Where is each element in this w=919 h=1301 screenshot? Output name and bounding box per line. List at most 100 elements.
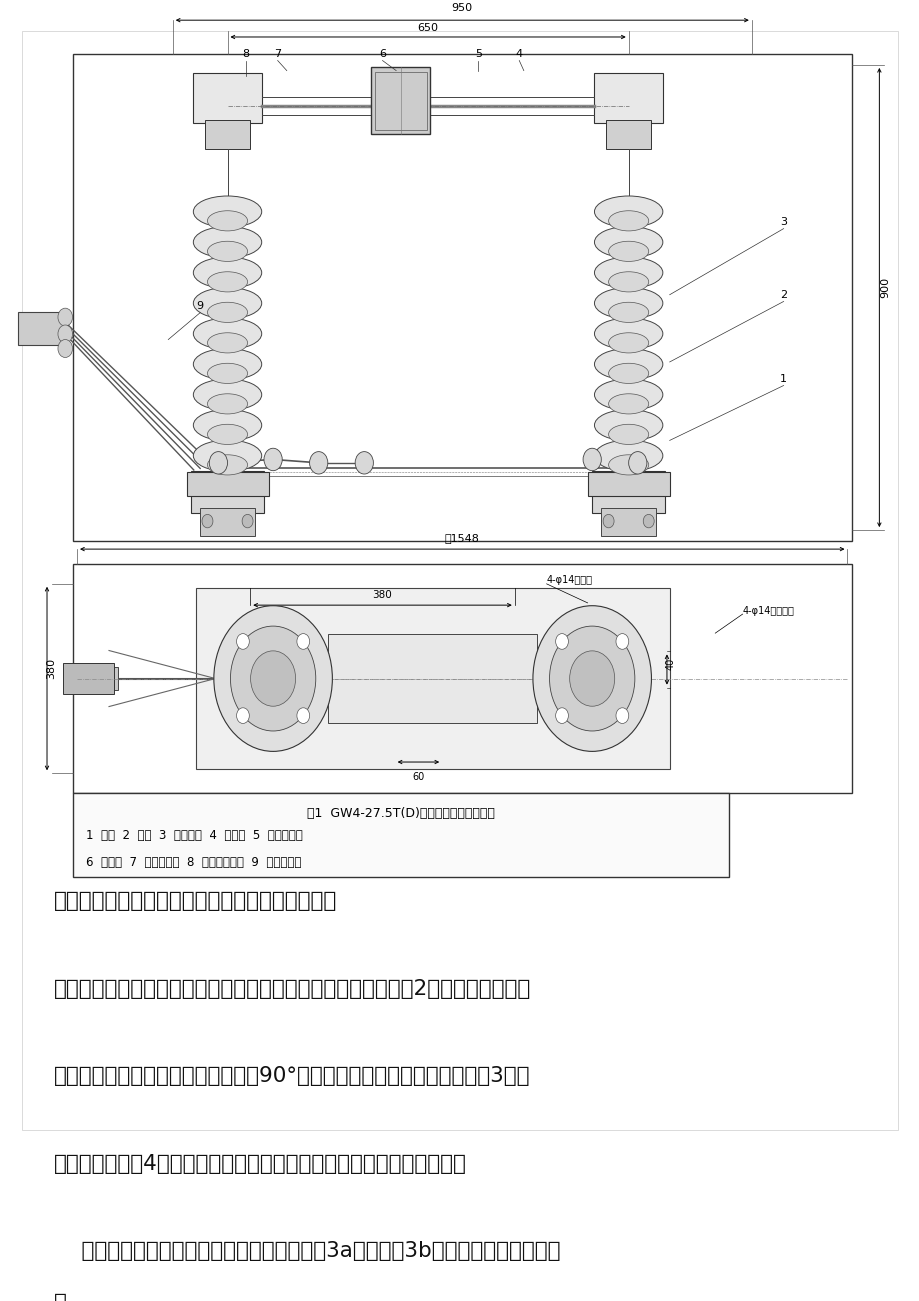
Bar	[370, 68, 430, 134]
Ellipse shape	[208, 241, 247, 262]
Circle shape	[213, 606, 332, 752]
Ellipse shape	[608, 455, 648, 475]
Bar	[587, 472, 669, 497]
Text: 约1548: 约1548	[445, 533, 479, 544]
Text: 每极隔离开关由底座，绝缘支柱及导电部分组成。: 每极隔离开关由底座，绝缘支柱及导电部分组成。	[54, 891, 337, 911]
Ellipse shape	[208, 424, 247, 445]
Circle shape	[250, 650, 295, 706]
Text: 40: 40	[664, 657, 675, 670]
Text: 5: 5	[474, 49, 482, 59]
Text: 每个绝缘支柱能够水平旋转，转角为90°，绝缘支柱上装有导电接线座（图3）、: 每个绝缘支柱能够水平旋转，转角为90°，绝缘支柱上装有导电接线座（图3）、	[54, 1066, 530, 1086]
Circle shape	[236, 708, 249, 723]
Bar	[205, 120, 250, 150]
Circle shape	[603, 514, 613, 528]
Circle shape	[58, 308, 73, 327]
Text: 650: 650	[417, 22, 438, 33]
Bar	[17, 311, 68, 345]
Bar	[196, 588, 669, 769]
Circle shape	[297, 708, 310, 723]
Ellipse shape	[193, 379, 261, 410]
Bar	[73, 794, 728, 877]
Ellipse shape	[594, 379, 662, 410]
Text: 380: 380	[47, 657, 56, 679]
Text: 1  底架  2  承座  3  绝缘支柱  4  接线座  5  触指导电杆: 1 底架 2 承座 3 绝缘支柱 4 接线座 5 触指导电杆	[86, 830, 302, 843]
Ellipse shape	[608, 333, 648, 353]
Ellipse shape	[608, 302, 648, 323]
Circle shape	[242, 514, 253, 528]
Circle shape	[616, 708, 628, 723]
Circle shape	[202, 514, 212, 528]
Text: 6  防雨罩  7  圆轴导电杆  8  接地刀静触头  9  接地刀部件: 6 防雨罩 7 圆轴导电杆 8 接地刀静触头 9 接地刀部件	[86, 856, 301, 869]
Ellipse shape	[208, 394, 247, 414]
Text: 1: 1	[779, 373, 787, 384]
Circle shape	[297, 634, 310, 649]
Ellipse shape	[193, 288, 261, 319]
Ellipse shape	[594, 288, 662, 319]
Ellipse shape	[594, 317, 662, 350]
Circle shape	[549, 626, 634, 731]
Circle shape	[583, 449, 601, 471]
Ellipse shape	[193, 317, 261, 350]
Bar	[63, 662, 113, 695]
Ellipse shape	[193, 410, 261, 441]
Circle shape	[555, 634, 568, 649]
Text: 60: 60	[412, 773, 424, 782]
Circle shape	[230, 626, 315, 731]
Ellipse shape	[208, 363, 247, 384]
Bar	[73, 667, 118, 690]
Ellipse shape	[594, 440, 662, 471]
Ellipse shape	[594, 226, 662, 258]
Text: 图1  GW4-27.5T(D)型单极隔离开关外型图: 图1 GW4-27.5T(D)型单极隔离开关外型图	[306, 807, 494, 820]
Ellipse shape	[193, 196, 261, 228]
Circle shape	[58, 325, 73, 343]
Text: 8: 8	[242, 49, 249, 59]
Text: 6: 6	[379, 49, 386, 59]
Circle shape	[532, 606, 651, 752]
Ellipse shape	[608, 211, 648, 230]
Text: 4-φ14安装孔: 4-φ14安装孔	[546, 575, 592, 585]
Text: 3: 3	[779, 217, 787, 226]
Circle shape	[616, 634, 628, 649]
Text: 户: 户	[54, 1293, 67, 1301]
Text: 900: 900	[879, 276, 889, 298]
Circle shape	[58, 340, 73, 358]
Ellipse shape	[208, 211, 247, 230]
Circle shape	[555, 708, 568, 723]
Text: 950: 950	[451, 4, 472, 13]
Text: 左、右触头（图4）。左、右触头经过导电管在两个绝缘支柱中间接触。: 左、右触头（图4）。左、右触头经过导电管在两个绝缘支柱中间接触。	[54, 1154, 467, 1174]
Ellipse shape	[193, 258, 261, 289]
Circle shape	[309, 451, 327, 474]
Bar	[73, 53, 851, 541]
Bar	[606, 120, 651, 150]
Ellipse shape	[608, 363, 648, 384]
Circle shape	[628, 451, 646, 474]
Text: 4: 4	[516, 49, 522, 59]
Text: 导电接线座按结构的不同分为硬连接型（图3a）和（图3b）连接型两种，根据用: 导电接线座按结构的不同分为硬连接型（图3a）和（图3b）连接型两种，根据用	[54, 1241, 561, 1262]
Ellipse shape	[193, 440, 261, 471]
Bar	[327, 634, 537, 723]
Circle shape	[355, 451, 373, 474]
Ellipse shape	[608, 424, 648, 445]
Bar	[187, 472, 268, 497]
Bar	[592, 471, 664, 514]
Text: 9: 9	[197, 301, 203, 311]
Circle shape	[236, 634, 249, 649]
Bar	[601, 507, 655, 536]
Ellipse shape	[594, 196, 662, 228]
Bar	[193, 73, 262, 124]
Bar	[191, 471, 264, 514]
Ellipse shape	[608, 272, 648, 291]
Ellipse shape	[193, 226, 261, 258]
Ellipse shape	[208, 302, 247, 323]
Ellipse shape	[208, 272, 247, 291]
Ellipse shape	[608, 394, 648, 414]
Text: 每极隔离开关有两个绝缘支柱分别固定在底座两端的轴承上（图2）、以连杆连结，: 每极隔离开关有两个绝缘支柱分别固定在底座两端的轴承上（图2）、以连杆连结，	[54, 978, 531, 999]
Ellipse shape	[193, 349, 261, 380]
Bar	[73, 563, 851, 794]
Bar	[374, 72, 426, 130]
Ellipse shape	[594, 258, 662, 289]
Text: 380: 380	[372, 589, 392, 600]
Bar	[200, 507, 255, 536]
Ellipse shape	[208, 333, 247, 353]
Ellipse shape	[594, 410, 662, 441]
